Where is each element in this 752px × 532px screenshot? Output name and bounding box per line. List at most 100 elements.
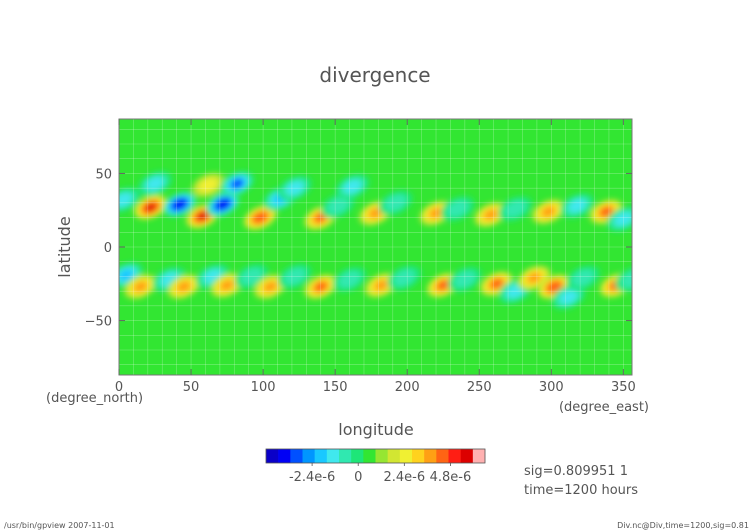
contour-level (568, 199, 586, 213)
contour-level (542, 206, 555, 217)
colorbar-tick-label: 2.4e-6 (383, 470, 425, 485)
divergence-blob (205, 191, 240, 217)
colorbar-swatch (375, 449, 388, 463)
convergence-blob (473, 202, 508, 228)
contour-level (560, 290, 578, 304)
colorbar-swatch (278, 449, 291, 463)
divergence-blob (277, 263, 312, 289)
x-tick-label: 300 (539, 380, 564, 395)
x-tick-label: 150 (323, 380, 348, 395)
contour-level (217, 200, 228, 209)
y-tick-label: 0 (104, 241, 112, 256)
convergence-blob (123, 274, 158, 300)
footer-left: /usr/bin/gpview 2007-11-01 (4, 521, 115, 530)
contour-level (231, 178, 244, 189)
contour-level (375, 280, 388, 291)
divergence-blob (277, 175, 312, 201)
colorbar-swatch (266, 449, 279, 463)
plot-area (119, 119, 632, 375)
colorbar-swatch (326, 449, 340, 463)
x-tick-label: 350 (611, 380, 636, 395)
contour-level (429, 208, 443, 219)
x-tick-label: 200 (395, 380, 420, 395)
colorbar-swatch (363, 449, 376, 463)
y-axis-label: latitude (55, 216, 74, 277)
colorbar-tick-label: 4.8e-6 (430, 470, 472, 485)
divergence-blob (447, 266, 482, 292)
contour-level (393, 269, 416, 287)
x-tick-label: 100 (251, 380, 276, 395)
convergence-blob (166, 274, 201, 300)
divergence-blob (440, 196, 475, 222)
contour-level (614, 212, 632, 226)
contour-level (220, 280, 234, 291)
chart-title: divergence (319, 63, 430, 87)
contour-level (504, 200, 527, 218)
divergence-blob (335, 174, 370, 200)
divergence-blob (551, 284, 586, 310)
contour-level (174, 200, 185, 209)
colorbar-frame (265, 448, 486, 464)
convergence-blob (191, 172, 226, 198)
x-unit-label: (degree_east) (559, 400, 649, 415)
contour-level (264, 281, 277, 292)
contour-level (177, 281, 190, 292)
colorbar-swatch (302, 449, 315, 463)
divergence-blob (560, 193, 595, 219)
colorbar-swatch (460, 449, 474, 463)
colorbar-swatch (290, 449, 303, 463)
colorbar-swatch (424, 449, 437, 463)
contour-level (283, 268, 306, 285)
contour-level (343, 180, 361, 194)
colorbar-swatch (351, 449, 364, 463)
contour-level (199, 178, 217, 192)
contour-level (453, 271, 476, 288)
contour-level (446, 200, 469, 218)
contour-level (146, 203, 156, 212)
contour-level (286, 181, 304, 195)
time-annotation: time=1200 hours (524, 483, 638, 498)
colorbar-swatch (436, 449, 449, 463)
divergence-blob (332, 266, 367, 292)
divergence-blob (498, 196, 533, 222)
convergence-blob (364, 272, 399, 298)
contour-level (437, 280, 449, 290)
contour-level (491, 279, 502, 289)
divergence-blob (321, 193, 355, 219)
divergence-blob (220, 171, 255, 197)
divergence-blob (387, 265, 422, 291)
contour-level (197, 212, 208, 220)
convergence-blob (243, 205, 278, 231)
contour-level (327, 197, 350, 215)
divergence-blob (566, 265, 600, 291)
divergence-blob (378, 190, 413, 216)
colorbar-swatch (448, 449, 461, 463)
contour-level (572, 269, 594, 287)
contour-level (119, 269, 134, 281)
y-tick-label: 50 (95, 167, 112, 182)
colorbar: -2.4e-6 0 2.4e-6 4.8e-6 (265, 448, 486, 485)
grid-lines (119, 119, 632, 375)
contour-level (600, 207, 612, 217)
contour-level (134, 281, 147, 292)
colorbar-tick-label: 0 (354, 470, 362, 485)
divergence-blob (138, 171, 173, 197)
plot-background (119, 119, 632, 375)
convergence-blob (531, 199, 566, 225)
x-axis: 0 50 100 150 200 250 300 350 (115, 119, 636, 395)
colorbar-swatch (314, 449, 328, 463)
convergence-blob (303, 274, 338, 300)
contour-level (338, 271, 361, 288)
x-tick-label: 0 (115, 380, 123, 395)
x-tick-label: 50 (183, 380, 200, 395)
sig-annotation: sig=0.809951 1 (524, 464, 628, 479)
contour-level (484, 209, 497, 220)
contour-level (369, 208, 382, 219)
colorbar-swatch (472, 449, 486, 463)
colorbar-swatch (339, 449, 352, 463)
y-tick-label: −50 (85, 315, 112, 330)
divergence-blob (162, 191, 197, 217)
colorbar-swatch (412, 449, 425, 463)
contour-level (146, 177, 164, 191)
contour-level (255, 213, 266, 222)
